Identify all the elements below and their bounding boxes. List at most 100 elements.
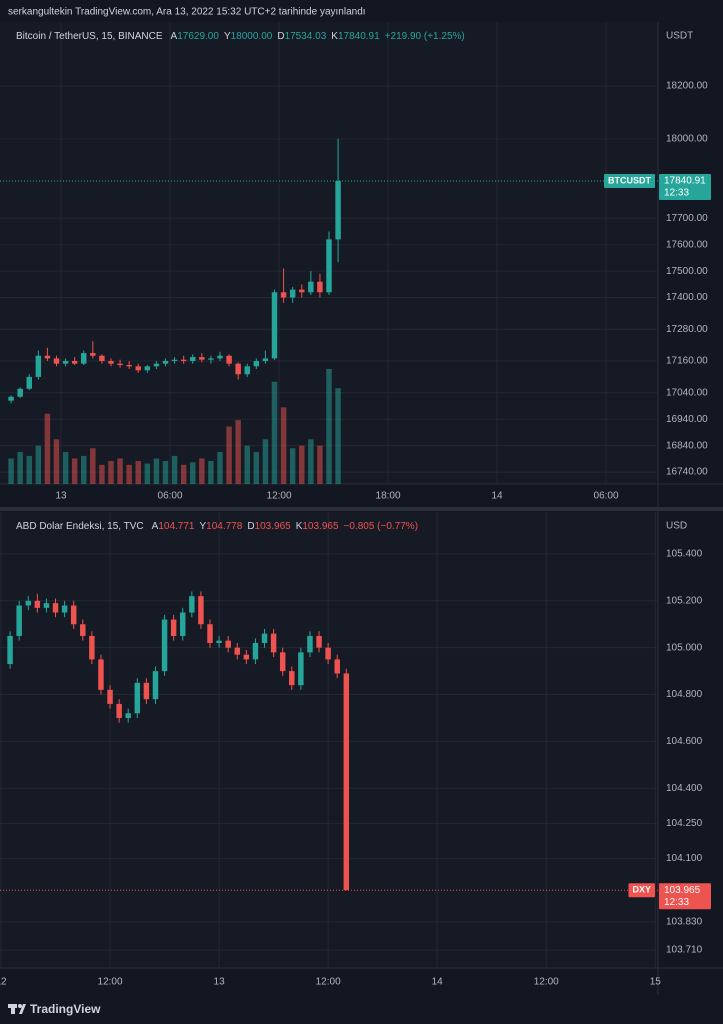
last-price-time: 12:33	[664, 188, 689, 199]
last-price-time: 12:33	[664, 897, 689, 908]
last-price-value: 17840.91	[664, 176, 706, 187]
volume-bar	[235, 420, 241, 484]
volume-bar	[90, 448, 96, 484]
candle-body	[289, 671, 295, 686]
volume-bar	[262, 439, 269, 484]
volume-bar	[253, 452, 260, 484]
candle-body	[17, 388, 23, 397]
candle-body	[261, 633, 268, 643]
volume-bar	[135, 461, 141, 484]
last-price-symbol-box	[604, 173, 655, 188]
y-tick-label: 105.400	[666, 549, 703, 560]
y-tick-label: 105.000	[666, 642, 703, 653]
candle-body	[298, 652, 304, 686]
candle-body	[7, 635, 13, 665]
candle-body	[234, 647, 240, 655]
candle-body	[116, 703, 122, 718]
candle-body	[189, 596, 195, 613]
y-tick-label: 104.250	[666, 818, 703, 829]
y-tick-label: 103.830	[666, 916, 703, 927]
volume-bar	[35, 445, 42, 484]
y-tick-label: 18000.00	[666, 134, 708, 145]
candle-body	[108, 361, 114, 364]
candle-body	[280, 292, 287, 298]
candle-body	[71, 361, 78, 364]
volume-bar	[308, 439, 314, 484]
legend-change: +219.90 (+1.25%)	[385, 31, 465, 42]
volume-bar	[26, 455, 32, 484]
legend-key: D	[247, 521, 254, 532]
candle-body	[44, 355, 51, 359]
y-tick-label: 17500.00	[666, 266, 708, 277]
candle-body	[199, 357, 205, 360]
x-tick-label: 06:00	[594, 491, 619, 502]
candle-body	[162, 361, 169, 364]
candle-body	[98, 659, 104, 690]
candle-body	[334, 659, 340, 674]
candle-body	[134, 682, 141, 714]
candle-body	[34, 600, 41, 608]
y-tick-label: 104.800	[666, 689, 703, 700]
candle-body	[190, 357, 196, 362]
x-tick-label: 12:00	[316, 977, 341, 988]
y-tick-label: 17600.00	[666, 239, 708, 250]
candle-body	[343, 673, 350, 891]
candle-body	[180, 612, 186, 636]
x-tick-label: 12:00	[267, 491, 292, 502]
legend-value: 104.771	[158, 521, 195, 532]
candle-body	[126, 364, 132, 367]
legend-value: 103.965	[255, 521, 292, 532]
candle-body	[52, 603, 59, 613]
candle-body	[335, 180, 341, 240]
candle-body	[235, 363, 241, 375]
candle-body	[279, 652, 286, 672]
y-tick-label: 16940.00	[666, 414, 708, 425]
legend-value: 18000.00	[231, 31, 273, 42]
y-tick-label: 103.710	[666, 945, 703, 956]
candle-body	[244, 366, 250, 375]
candle-body	[99, 355, 105, 362]
volume-bar	[199, 458, 205, 484]
legend-value: 104.778	[206, 521, 243, 532]
x-tick-label: 15	[650, 977, 662, 988]
candle-body	[289, 289, 296, 298]
x-tick-label: 14	[432, 977, 444, 988]
y-tick-label: 104.100	[666, 853, 703, 864]
bottom-plot	[0, 512, 658, 968]
candle-body	[326, 239, 332, 293]
candle-body	[35, 355, 42, 377]
volume-bar	[208, 461, 214, 484]
y-tick-label: 17280.00	[666, 324, 708, 335]
x-tick-label: 18:00	[376, 491, 401, 502]
legend: ABD Dolar Endeksi, 15, TVC A104.771 Y104.7…	[16, 521, 418, 532]
legend-key: A	[152, 521, 159, 532]
volume-bar	[8, 458, 14, 484]
volume-bar	[190, 462, 196, 484]
x-tick-label: 13	[214, 977, 226, 988]
candle-body	[316, 635, 322, 648]
volume-bar	[153, 458, 160, 484]
volume-bar	[317, 445, 323, 484]
y-tick-label: 104.400	[666, 783, 703, 794]
volume-bar	[117, 458, 123, 484]
candle-body	[53, 358, 60, 364]
volume-bar	[108, 461, 114, 484]
candle-body	[225, 640, 231, 648]
candle-body	[135, 366, 141, 371]
last-price-value: 103.965	[664, 885, 701, 896]
volume-bar	[299, 445, 305, 484]
legend-title: ABD Dolar Endeksi, 15, TVC	[16, 521, 144, 532]
candle-body	[161, 619, 168, 672]
volume-bar	[17, 452, 23, 484]
x-tick-label: 06:00	[158, 491, 183, 502]
price-unit: USDT	[666, 31, 693, 42]
candle-body	[217, 355, 223, 359]
y-tick-label: 17160.00	[666, 356, 708, 367]
y-tick-label: 18200.00	[666, 81, 708, 92]
x-tick-label: 13	[55, 491, 67, 502]
volume-bar	[180, 464, 187, 484]
volume-bar	[99, 464, 105, 484]
last-price-box	[659, 883, 711, 910]
volume-bar	[53, 439, 60, 484]
candle-body	[26, 376, 32, 389]
